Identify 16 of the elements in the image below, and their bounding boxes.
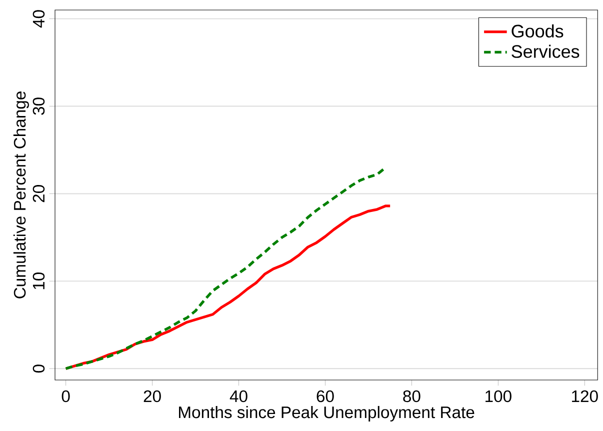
y-axis-title: Cumulative Percent Change xyxy=(13,92,29,298)
y-tick-label: 30 xyxy=(32,98,45,115)
y-tick-label: 10 xyxy=(32,272,45,290)
x-tick-label: 120 xyxy=(572,390,598,402)
y-tick-label: 0 xyxy=(32,364,45,373)
y-tick-label: 20 xyxy=(32,185,45,202)
y-tick-label: 40 xyxy=(32,10,45,28)
x-tick-label: 20 xyxy=(144,390,161,402)
x-tick-label: 100 xyxy=(486,390,512,402)
x-tick-label: 80 xyxy=(403,390,420,402)
x-tick-label: 40 xyxy=(230,390,248,402)
x-axis-title: Months since Peak Unemployment Rate xyxy=(179,406,474,422)
legend-label: Services xyxy=(512,44,580,58)
legend-label: Goods xyxy=(512,24,564,38)
x-tick-label: 60 xyxy=(316,390,334,402)
x-tick-label: 0 xyxy=(62,390,70,402)
